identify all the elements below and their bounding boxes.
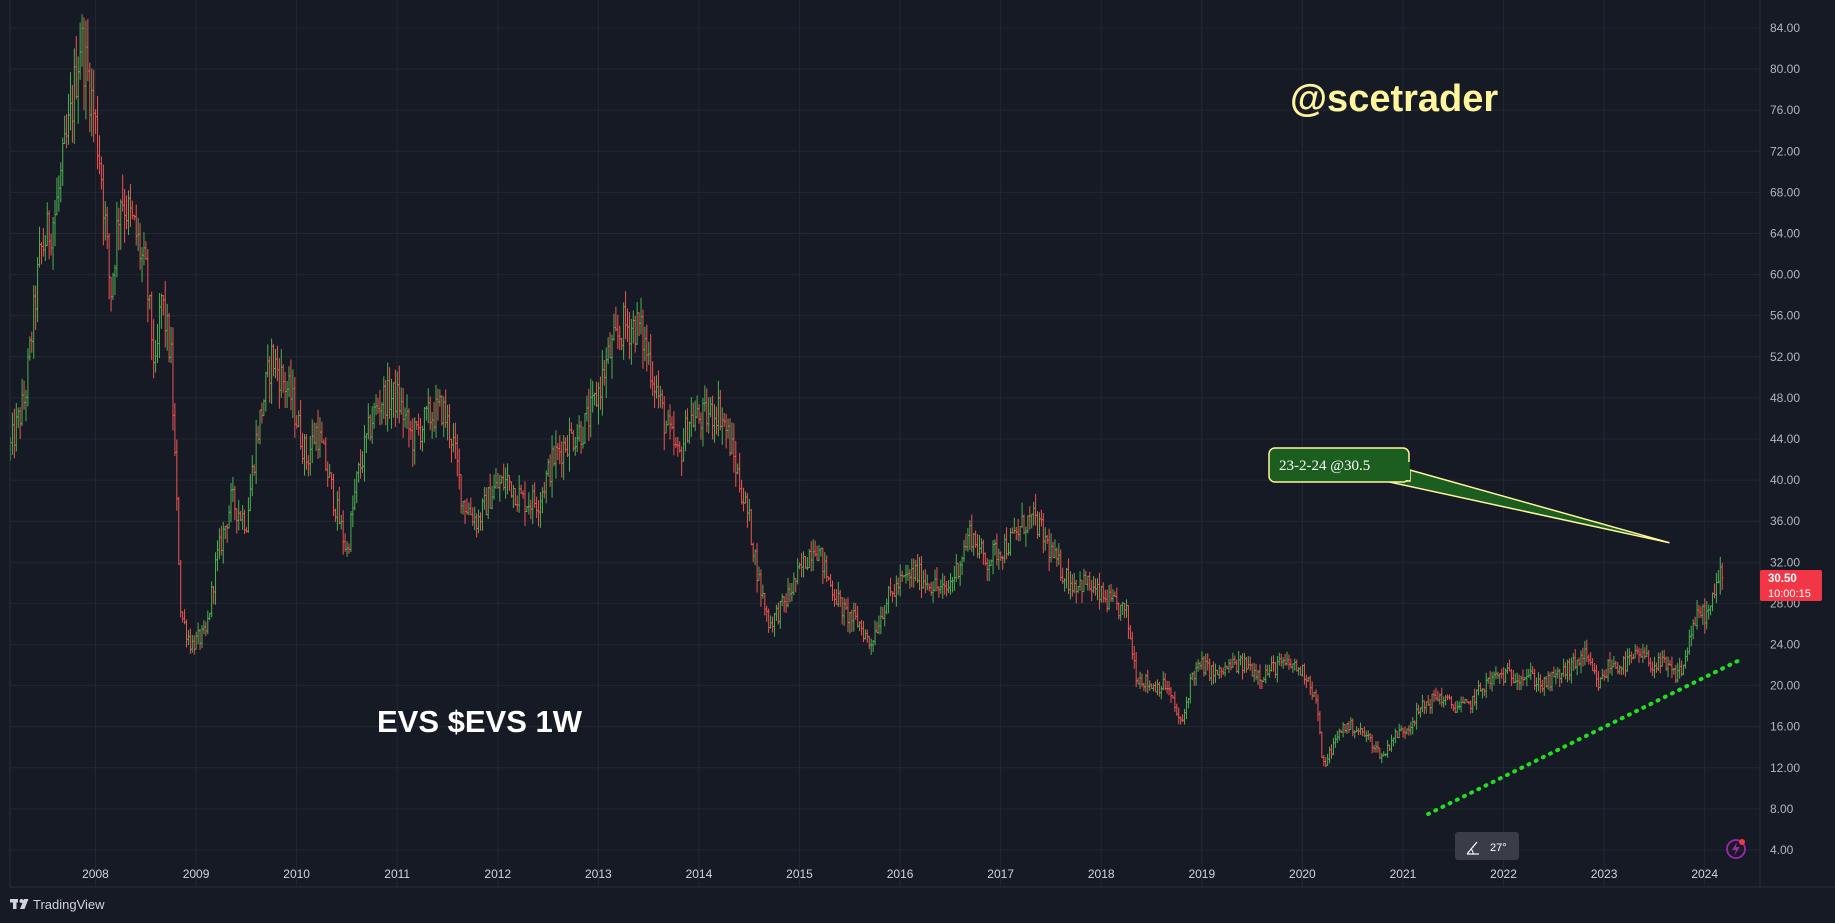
candle-layer[interactable] bbox=[9, 14, 1724, 768]
angle-badge-bg bbox=[1455, 832, 1519, 860]
callout-annotation[interactable]: 23-2-24 @30.5 bbox=[1268, 447, 1670, 544]
callout-text: 23-2-24 @30.5 bbox=[1279, 458, 1370, 474]
grid-layer bbox=[10, 0, 1760, 887]
y-tick-label: 44.00 bbox=[1770, 432, 1800, 446]
callout-pointer-mask bbox=[1272, 462, 1410, 480]
y-tick-label: 8.00 bbox=[1770, 802, 1794, 816]
y-tick-label: 72.00 bbox=[1770, 144, 1800, 158]
y-tick-label: 32.00 bbox=[1770, 555, 1800, 569]
y-tick-label: 40.00 bbox=[1770, 473, 1800, 487]
candle bbox=[1721, 563, 1724, 590]
tradingview-logo[interactable]: TradingView bbox=[10, 897, 105, 912]
y-tick-label: 12.00 bbox=[1770, 761, 1800, 775]
angle-badge-text: 27° bbox=[1490, 842, 1507, 854]
y-tick-label: 20.00 bbox=[1770, 679, 1800, 693]
tv-logo-icon bbox=[10, 899, 29, 909]
y-tick-label: 56.00 bbox=[1770, 309, 1800, 323]
x-tick-label: 2020 bbox=[1289, 867, 1316, 881]
y-tick-label: 36.00 bbox=[1770, 514, 1800, 528]
price-label-value: 30.50 bbox=[1768, 573, 1797, 585]
x-tick-label: 2010 bbox=[283, 867, 310, 881]
chart-title: EVS $EVS 1W bbox=[377, 704, 583, 739]
brand-name: TradingView bbox=[33, 897, 105, 912]
price-label-bg bbox=[1760, 570, 1822, 601]
author-watermark: @scetrader bbox=[1290, 78, 1498, 120]
y-tick-label: 84.00 bbox=[1770, 21, 1800, 35]
x-tick-label: 2008 bbox=[82, 867, 109, 881]
x-tick-label: 2011 bbox=[384, 867, 410, 881]
x-tick-label: 2023 bbox=[1591, 867, 1618, 881]
x-tick-label: 2012 bbox=[484, 867, 511, 881]
angle-badge[interactable]: 27° bbox=[1455, 832, 1519, 860]
y-tick-label: 48.00 bbox=[1770, 391, 1800, 405]
y-tick-label: 64.00 bbox=[1770, 227, 1800, 241]
x-tick-label: 2014 bbox=[686, 867, 713, 881]
price-axis[interactable]: 4.008.0012.0016.0020.0024.0028.0032.0036… bbox=[1770, 21, 1800, 857]
x-tick-label: 2022 bbox=[1490, 867, 1517, 881]
y-tick-label: 52.00 bbox=[1770, 350, 1800, 364]
price-label-countdown: 10:00:15 bbox=[1768, 588, 1811, 600]
x-tick-label: 2016 bbox=[887, 867, 914, 881]
x-tick-label: 2013 bbox=[585, 867, 612, 881]
y-tick-label: 60.00 bbox=[1770, 268, 1800, 282]
x-tick-label: 2018 bbox=[1088, 867, 1115, 881]
y-tick-label: 4.00 bbox=[1770, 843, 1794, 857]
y-tick-label: 68.00 bbox=[1770, 185, 1800, 199]
x-tick-label: 2019 bbox=[1188, 867, 1215, 881]
x-tick-label: 2009 bbox=[183, 867, 210, 881]
lightning-alert-icon[interactable] bbox=[1726, 839, 1746, 859]
dotted-trendline[interactable] bbox=[1426, 657, 1742, 817]
angle-icon bbox=[1466, 841, 1479, 855]
y-tick-label: 76.00 bbox=[1770, 103, 1800, 117]
current-price-label[interactable]: 30.50 10:00:15 bbox=[1760, 570, 1822, 601]
y-tick-label: 24.00 bbox=[1770, 638, 1800, 652]
y-tick-label: 80.00 bbox=[1770, 62, 1800, 76]
time-axis[interactable]: 2008 2009 2010 2011 2012 2013 2014 2015 2016 2017… bbox=[82, 867, 1718, 881]
x-tick-label: 2021 bbox=[1390, 867, 1417, 881]
x-tick-label: 2015 bbox=[786, 867, 813, 881]
x-tick-label: 2017 bbox=[987, 867, 1014, 881]
x-tick-label: 2024 bbox=[1691, 867, 1718, 881]
y-tick-label: 16.00 bbox=[1770, 720, 1800, 734]
